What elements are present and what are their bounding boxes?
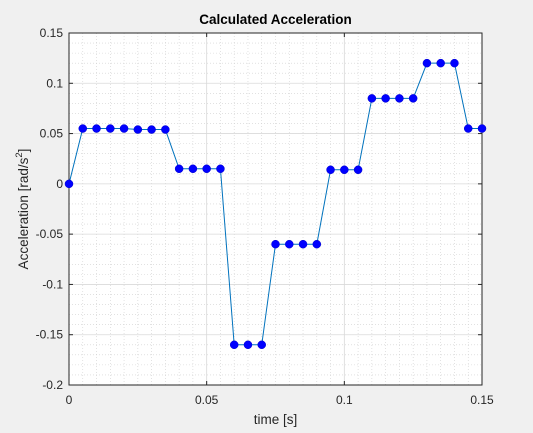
data-point xyxy=(353,165,363,175)
plot-area xyxy=(69,33,482,385)
data-point xyxy=(340,165,349,175)
data-point xyxy=(188,164,198,174)
data-point xyxy=(285,239,294,249)
data-point xyxy=(92,124,101,133)
data-point xyxy=(202,164,211,174)
data-point xyxy=(64,179,74,189)
data-point xyxy=(326,165,335,175)
data-point xyxy=(257,340,266,350)
x-tick-label: 0 xyxy=(66,393,73,407)
y-tick-label: 0.05 xyxy=(40,127,64,141)
data-point xyxy=(271,239,280,249)
y-axis-label-tail: ] xyxy=(16,149,31,153)
y-tick-label: 0 xyxy=(56,177,63,191)
data-point xyxy=(381,94,390,103)
data-point xyxy=(450,58,459,68)
data-point xyxy=(298,239,308,249)
chart-title: Calculated Acceleration xyxy=(199,12,352,27)
data-point xyxy=(119,124,129,133)
data-point xyxy=(312,239,322,249)
data-point xyxy=(133,125,143,134)
y-axis-label: Acceleration [rad/s2] xyxy=(14,149,31,270)
data-point xyxy=(216,164,225,174)
data-point xyxy=(367,94,377,103)
axes-box xyxy=(68,32,483,386)
data-point xyxy=(395,94,404,103)
data-point xyxy=(477,124,487,133)
data-point xyxy=(408,94,418,103)
data-point xyxy=(243,340,253,350)
y-tick-label: -0.1 xyxy=(42,277,63,291)
y-tick-label: -0.05 xyxy=(36,227,64,241)
y-tick-label: -0.15 xyxy=(36,328,64,342)
x-tick-label: 0.05 xyxy=(195,393,219,407)
x-axis-label: time [s] xyxy=(254,412,298,427)
data-point xyxy=(229,340,239,350)
y-axis-label-superscript: 2 xyxy=(14,152,25,157)
y-axis-label-main: Acceleration [rad/s xyxy=(16,157,31,269)
series-layer xyxy=(64,58,487,350)
data-point xyxy=(147,125,156,134)
data-point xyxy=(106,124,115,133)
y-tick-label: -0.2 xyxy=(42,378,63,392)
x-tick-label: 0.1 xyxy=(336,393,353,407)
data-point xyxy=(161,125,170,134)
x-tick-label: 0.15 xyxy=(470,393,494,407)
data-point xyxy=(422,58,432,68)
data-point xyxy=(78,124,88,133)
y-tick-label: 0.15 xyxy=(40,26,64,40)
data-point xyxy=(436,58,445,68)
data-point xyxy=(463,124,473,133)
data-point xyxy=(174,164,184,174)
tick-labels: 0 0.05 0.1 0.15 -0.2 -0.15 -0.1 -0.05 0 0.05 0.1 0.… xyxy=(36,26,494,407)
y-tick-label: 0.1 xyxy=(46,76,63,90)
